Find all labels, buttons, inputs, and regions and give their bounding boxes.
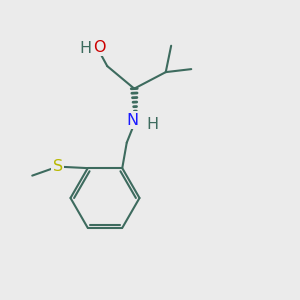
Text: N: N — [126, 112, 138, 128]
Text: H: H — [146, 117, 158, 132]
Text: O: O — [94, 40, 106, 55]
Text: H: H — [80, 40, 92, 56]
Text: S: S — [53, 159, 63, 174]
